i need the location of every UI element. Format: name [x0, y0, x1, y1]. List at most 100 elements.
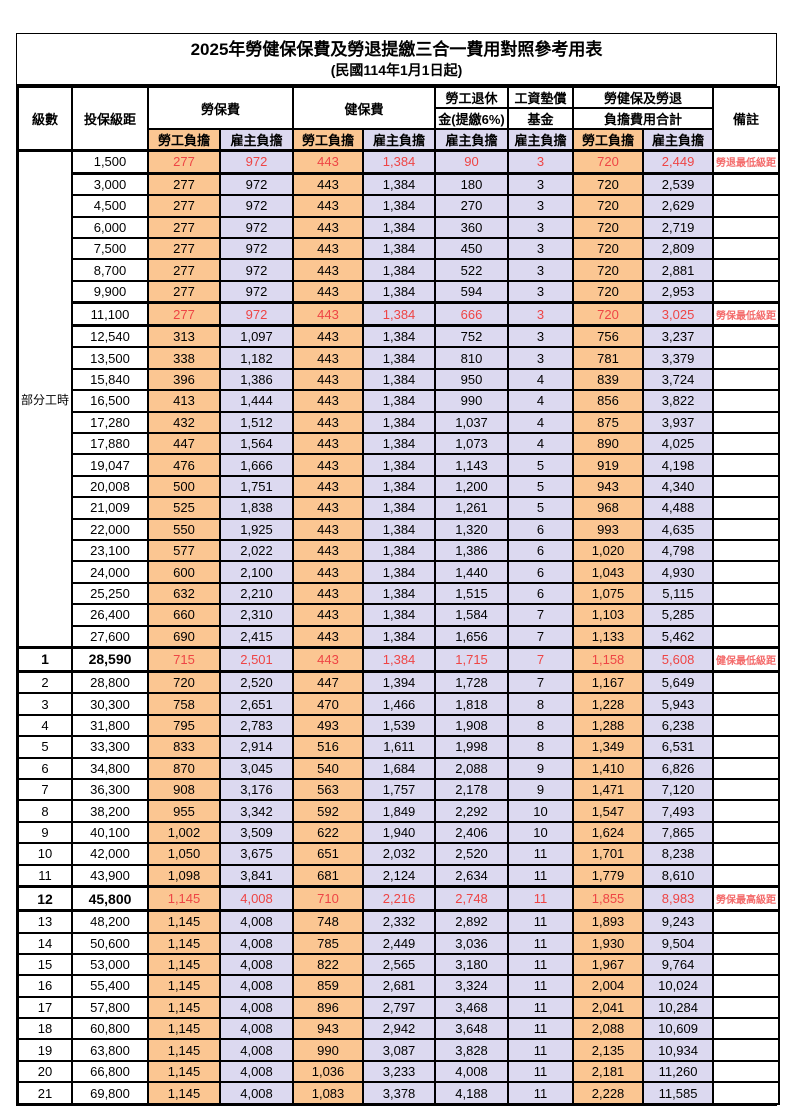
table-row: 16,500 413 1,444 443 1,384 990 4 856 3,822: [18, 389, 781, 413]
total-employee-cell: 1,075: [572, 581, 645, 606]
total-employer-cell: 9,764: [642, 952, 715, 977]
premium-table: 級數 投保級距 勞保費 健保費 勞工退休 工資墊償 勞健保及勞退 備註 金(提繳…: [17, 86, 781, 1105]
table-row: 12 45,800 1,145 4,008 710 2,216 2,748 11 1,855 8,…: [17, 885, 781, 912]
remark-cell: [712, 517, 781, 541]
labor-employer-cell: 2,415: [218, 624, 295, 649]
pension-employer-cell: 2,748: [434, 885, 510, 912]
pension-employer-cell: 3,180: [434, 952, 510, 977]
bracket-cell: 36,300: [71, 777, 149, 802]
health-employee-cell: 681: [292, 863, 365, 888]
total-employer-cell: 11,585: [642, 1081, 715, 1105]
bracket-cell: 66,800: [71, 1059, 149, 1084]
bracket-cell: 25,250: [71, 581, 149, 606]
pension-employer-cell: 3,828: [434, 1038, 510, 1062]
table-row: 17 57,800 1,145 4,008 896 2,797 3,468 11 2,041 10…: [17, 995, 781, 1020]
labor-employee-cell: 758: [147, 692, 221, 716]
remark-cell: [712, 974, 781, 998]
wage-fund-employer-cell: 3: [507, 324, 575, 349]
pension-employer-cell: 90: [434, 149, 510, 175]
labor-employee-cell: 955: [147, 799, 221, 823]
labor-employer-cell: 972: [218, 301, 295, 327]
pension-employer-cell: 360: [434, 215, 510, 239]
header-level: 級數: [17, 86, 73, 152]
labor-employer-cell: 4,008: [218, 1059, 295, 1084]
wage-fund-employer-cell: 7: [507, 624, 575, 649]
total-employer-cell: 4,198: [642, 453, 715, 477]
remark-cell: [712, 670, 781, 695]
health-employer-cell: 3,087: [362, 1038, 437, 1062]
labor-employee-cell: 632: [147, 581, 221, 606]
labor-employee-cell: 277: [147, 149, 221, 175]
labor-employee-cell: 1,145: [147, 995, 221, 1020]
labor-employee-cell: 432: [147, 410, 221, 435]
labor-employer-cell: 1,097: [218, 324, 295, 349]
health-employee-cell: 443: [292, 496, 365, 520]
bracket-cell: 50,600: [71, 931, 149, 955]
health-employee-cell: 443: [292, 279, 365, 304]
labor-employee-cell: 1,145: [147, 1017, 221, 1041]
remark-cell: [712, 581, 781, 606]
bracket-cell: 6,000: [71, 215, 149, 239]
table-row: 27,600 690 2,415 443 1,384 1,656 7 1,133 5,462: [18, 624, 781, 649]
health-employee-cell: 443: [292, 560, 365, 584]
header-group-wage-fund-line1: 工資墊償: [507, 86, 575, 109]
table-header: 級數 投保級距 勞保費 健保費 勞工退休 工資墊償 勞健保及勞退 備註 金(提繳…: [17, 86, 781, 152]
health-employee-cell: 443: [292, 301, 365, 327]
health-employee-cell: 443: [292, 215, 365, 239]
total-employer-cell: 4,340: [642, 474, 715, 499]
labor-employee-cell: 413: [147, 389, 221, 413]
table-row: 7 36,300 908 3,176 563 1,757 2,178 9 1,471 7,120: [17, 777, 781, 802]
health-employer-cell: 2,449: [362, 931, 437, 955]
subheader-labor-employee: 勞工負擔: [147, 128, 221, 152]
total-employer-cell: 11,260: [642, 1059, 715, 1084]
health-employer-cell: 1,384: [362, 646, 437, 673]
total-employee-cell: 2,004: [572, 974, 645, 998]
bracket-cell: 33,300: [71, 735, 149, 759]
health-employer-cell: 1,539: [362, 713, 437, 738]
labor-employer-cell: 2,520: [218, 670, 295, 695]
health-employee-cell: 493: [292, 713, 365, 738]
total-employee-cell: 856: [572, 389, 645, 413]
remark-cell: [712, 215, 781, 239]
labor-employee-cell: 833: [147, 735, 221, 759]
bracket-cell: 1,500: [71, 149, 149, 175]
total-employer-cell: 9,504: [642, 931, 715, 955]
labor-employer-cell: 1,838: [218, 496, 295, 520]
header-group-total-line2: 負擔費用合計: [572, 107, 715, 130]
health-employer-cell: 1,466: [362, 692, 437, 716]
bracket-cell: 23,100: [71, 538, 149, 563]
labor-employer-cell: 2,210: [218, 581, 295, 606]
table-row: 1 28,590 715 2,501 443 1,384 1,715 7 1,158 5,608 健…: [17, 646, 781, 673]
labor-employer-cell: 1,666: [218, 453, 295, 477]
total-employer-cell: 6,531: [642, 735, 715, 759]
health-employer-cell: 2,124: [362, 863, 437, 888]
total-employee-cell: 2,088: [572, 1017, 645, 1041]
health-employee-cell: 443: [292, 646, 365, 673]
table-row: 4 31,800 795 2,783 493 1,539 1,908 8 1,288 6,238: [17, 713, 781, 738]
health-employer-cell: 3,233: [362, 1059, 437, 1084]
table-row: 12,540 313 1,097 443 1,384 752 3 756 3,237: [18, 324, 781, 349]
remark-cell: 勞保最高級距: [712, 885, 781, 912]
remark-cell: [712, 431, 781, 456]
remark-cell: [712, 692, 781, 716]
total-employer-cell: 10,934: [642, 1038, 715, 1062]
wage-fund-employer-cell: 11: [507, 863, 575, 888]
labor-employer-cell: 2,651: [218, 692, 295, 716]
remark-cell: [712, 995, 781, 1020]
total-employer-cell: 4,025: [642, 431, 715, 456]
bracket-cell: 53,000: [71, 952, 149, 977]
wage-fund-employer-cell: 11: [507, 931, 575, 955]
health-employer-cell: 1,757: [362, 777, 437, 802]
total-employer-cell: 3,937: [642, 410, 715, 435]
remark-cell: [712, 279, 781, 304]
remark-cell: [712, 713, 781, 738]
remark-cell: 健保最低級距: [712, 646, 781, 673]
bracket-cell: 13,500: [71, 346, 149, 370]
bracket-cell: 4,500: [71, 194, 149, 218]
labor-employer-cell: 2,914: [218, 735, 295, 759]
labor-employer-cell: 2,022: [218, 538, 295, 563]
health-employer-cell: 1,384: [362, 194, 437, 218]
total-employee-cell: 720: [572, 236, 645, 261]
table-row: 25,250 632 2,210 443 1,384 1,515 6 1,075 5,115: [18, 581, 781, 606]
remark-cell: [712, 952, 781, 977]
